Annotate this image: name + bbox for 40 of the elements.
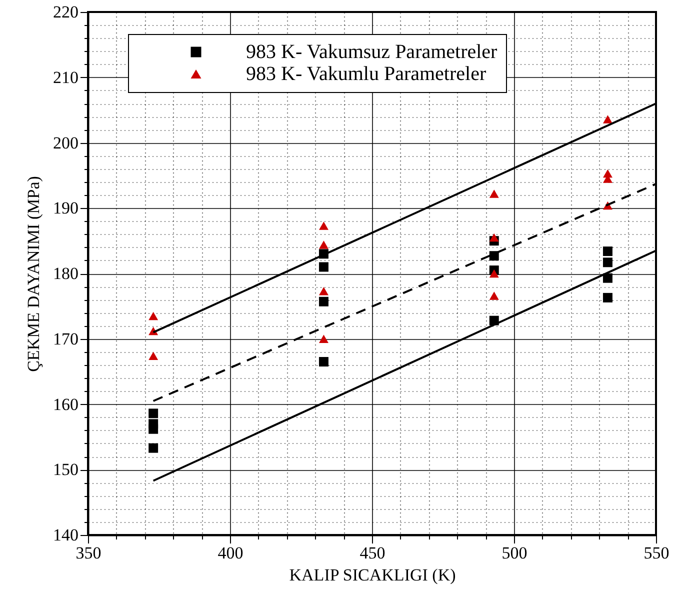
legend-label: 983 K- Vakumlu Parametreler — [246, 63, 486, 85]
point — [148, 352, 158, 360]
point — [602, 258, 612, 268]
point — [602, 246, 612, 256]
point — [318, 357, 328, 366]
y-tick-label: 200 — [53, 133, 78, 152]
point — [318, 262, 328, 272]
y-tick-label: 160 — [53, 394, 78, 414]
point — [318, 334, 328, 343]
y-tick-label: 180 — [53, 264, 78, 283]
point — [148, 424, 158, 434]
y-tick-label: 140 — [53, 526, 78, 544]
point — [602, 273, 612, 283]
x-tick-label: 500 — [502, 544, 528, 562]
y-axis-title: ÇEKME DAYANIMI (MPa) — [24, 176, 43, 372]
x-tick-label: 400 — [218, 544, 244, 562]
point — [318, 240, 328, 249]
point — [489, 190, 499, 198]
point — [489, 292, 499, 300]
point — [318, 222, 328, 230]
y-tick-label: 190 — [53, 198, 78, 218]
x-tick-label: 450 — [360, 544, 386, 562]
x-tick-label: 350 — [76, 544, 102, 562]
point — [148, 408, 158, 418]
point — [148, 443, 158, 453]
legend-label: 983 K- Vakumsuz Parametreler — [246, 41, 498, 63]
point — [318, 287, 328, 296]
point — [148, 312, 158, 320]
point — [489, 251, 499, 261]
x-axis-title: KALIP SICAKLIGI (K) — [289, 566, 456, 584]
y-tick-label: 210 — [53, 68, 78, 87]
y-tick-label: 150 — [53, 460, 78, 480]
x-tick-label: 550 — [644, 544, 670, 562]
point — [602, 115, 612, 124]
point — [489, 269, 499, 278]
y-tick-label: 170 — [53, 329, 78, 348]
point — [318, 296, 328, 306]
point — [489, 233, 499, 242]
y-tick-label: 220 — [53, 2, 78, 22]
point — [602, 292, 612, 302]
